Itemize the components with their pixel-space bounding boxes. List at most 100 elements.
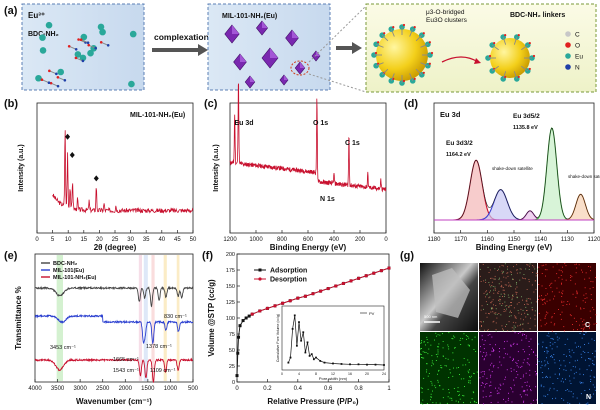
element-pixel xyxy=(502,329,504,331)
element-pixel xyxy=(529,263,531,265)
element-pixel xyxy=(551,338,553,340)
element-pixel xyxy=(502,272,504,273)
element-pixel xyxy=(589,388,590,390)
element-pixel xyxy=(488,272,490,273)
legend-symbol: C xyxy=(575,32,580,39)
oxygen-atom xyxy=(422,32,425,35)
element-pixel xyxy=(485,279,486,281)
element-pixel xyxy=(546,376,548,378)
element-pixel xyxy=(594,389,596,391)
element-pixel xyxy=(523,374,524,376)
element-pixel xyxy=(460,344,462,345)
element-pixel xyxy=(492,308,494,310)
element-pixel xyxy=(426,371,427,373)
element-pixel xyxy=(499,388,501,390)
element-pixel xyxy=(481,382,483,383)
desorption-point xyxy=(303,294,307,298)
complexation-label: complexation xyxy=(154,32,209,42)
legend-entry: BDC-NH₂ xyxy=(53,261,78,267)
linker-atom-o xyxy=(99,40,103,44)
element-pixel xyxy=(590,299,592,300)
element-pixel xyxy=(491,371,493,373)
element-pixel xyxy=(550,356,551,358)
element-pixel xyxy=(561,282,562,284)
panel-label-a: (a) xyxy=(4,5,18,17)
element-pixel xyxy=(498,313,500,314)
element-pixel xyxy=(523,319,524,321)
element-pixel xyxy=(511,327,513,329)
linker-atom-o xyxy=(48,69,51,73)
element-pixel xyxy=(493,365,495,366)
element-pixel xyxy=(544,298,546,300)
element-pixel xyxy=(562,305,564,306)
element-pixel xyxy=(553,359,555,361)
linker-strut xyxy=(513,71,518,80)
element-pixel xyxy=(522,323,524,325)
linker-strut xyxy=(415,68,423,76)
element-pixel xyxy=(561,302,563,303)
element-pixel xyxy=(510,367,512,369)
xlabel-e: Wavenumber (cm⁻¹) xyxy=(76,397,152,406)
element-pixel xyxy=(592,353,593,354)
element-pixel xyxy=(521,396,522,398)
element-pixel xyxy=(421,391,423,393)
element-pixel xyxy=(500,314,502,316)
element-pixel xyxy=(534,280,536,282)
element-pixel xyxy=(595,277,597,278)
element-pixel xyxy=(458,395,460,396)
scale-label: 500 nm xyxy=(424,314,438,319)
element-pixel xyxy=(528,281,530,283)
element-pixel xyxy=(494,275,496,277)
element-pixel xyxy=(490,381,492,383)
element-pixel xyxy=(438,343,440,345)
inset-point xyxy=(374,363,377,366)
element-pixel xyxy=(483,344,485,345)
element-pixel xyxy=(571,349,573,351)
panel-label-b: (b) xyxy=(4,98,18,110)
element-pixel xyxy=(435,402,437,404)
eu3d-label: Eu 3d3/2 xyxy=(446,140,473,147)
element-pixel xyxy=(533,266,535,268)
element-pixel xyxy=(550,338,552,339)
element-pixel xyxy=(425,344,426,346)
zoom-line-bottom xyxy=(308,73,367,93)
element-pixel xyxy=(498,392,500,394)
element-pixel xyxy=(559,368,560,370)
element-pixel xyxy=(573,373,575,375)
eu-ion xyxy=(39,34,46,41)
element-pixel xyxy=(467,336,469,337)
element-pixel xyxy=(535,272,537,274)
mof-octahedron-face xyxy=(262,21,268,28)
element-pixel xyxy=(580,346,581,348)
element-pixel xyxy=(513,359,514,361)
element-pixel xyxy=(529,374,531,376)
x-tick-label: 0.6 xyxy=(324,386,333,392)
element-pixel xyxy=(535,288,537,290)
element-pixel xyxy=(576,290,578,292)
element-pixel xyxy=(484,371,485,373)
title-d: Eu 3d xyxy=(440,110,461,119)
element-pixel xyxy=(452,359,454,361)
element-pixel xyxy=(536,358,538,360)
element-pixel xyxy=(525,394,527,396)
element-pixel xyxy=(496,317,498,319)
xlabel-c: Binding Energy (eV) xyxy=(270,243,347,252)
element-pixel xyxy=(469,380,471,382)
element-pixel xyxy=(561,283,562,285)
element-pixel xyxy=(542,341,544,343)
element-pixel xyxy=(592,287,594,288)
element-pixel xyxy=(521,313,522,315)
element-pixel xyxy=(431,382,433,384)
element-pixel xyxy=(496,390,498,392)
element-pixel xyxy=(468,372,470,374)
x-tick-label: 800 xyxy=(277,237,288,243)
element-pixel xyxy=(556,390,558,392)
element-pixel xyxy=(533,399,534,401)
element-pixel xyxy=(526,389,528,391)
element-pixel xyxy=(480,281,482,282)
element-pixel xyxy=(590,358,592,360)
element-pixel xyxy=(447,358,449,360)
cage-sphere-1 xyxy=(376,29,428,81)
element-pixel xyxy=(552,398,553,400)
element-pixel xyxy=(593,309,595,311)
